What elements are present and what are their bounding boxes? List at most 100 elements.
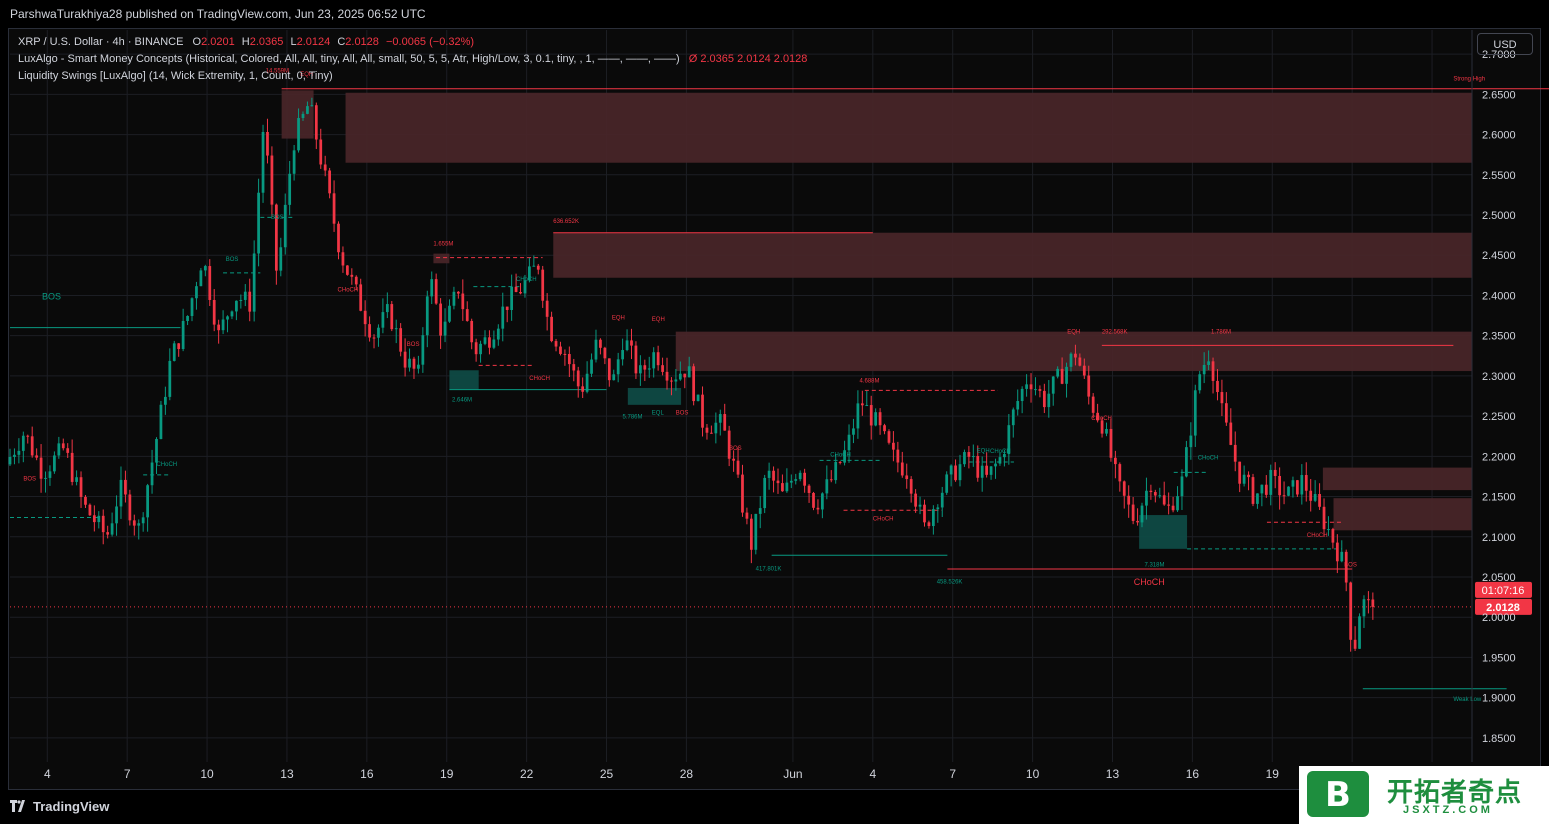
candle-body bbox=[994, 463, 997, 467]
candle-body bbox=[492, 339, 496, 348]
indicator-liquidity-name: Liquidity Swings [LuxAlgo] (14, Wick Ext… bbox=[18, 70, 333, 82]
candle-body bbox=[239, 299, 243, 301]
candle-body bbox=[528, 266, 531, 281]
chart-annotation: CHoCH bbox=[1134, 577, 1165, 587]
chart-annotation: CHoCH bbox=[338, 287, 359, 293]
candle-body bbox=[909, 479, 913, 494]
candle-body bbox=[1140, 505, 1144, 523]
candle-body bbox=[381, 312, 385, 328]
candle-body bbox=[834, 461, 838, 481]
candle-body bbox=[665, 371, 669, 381]
candle-body bbox=[8, 456, 12, 465]
candle-body bbox=[1340, 551, 1344, 562]
candle-body bbox=[954, 465, 957, 481]
candle-body bbox=[385, 304, 389, 313]
candle-body bbox=[479, 343, 482, 355]
candle-body bbox=[195, 286, 198, 299]
candle-body bbox=[1096, 412, 1099, 421]
candle-body bbox=[1251, 477, 1255, 504]
candle-body bbox=[1304, 475, 1308, 491]
candle-body bbox=[576, 370, 580, 387]
candle-body bbox=[212, 299, 216, 325]
currency-button[interactable]: USD bbox=[1477, 33, 1533, 55]
candle-body bbox=[603, 347, 607, 359]
candle-body bbox=[417, 364, 420, 369]
candle-body bbox=[408, 358, 411, 368]
candle-body bbox=[346, 265, 349, 275]
candle-body bbox=[674, 379, 678, 382]
candle-body bbox=[257, 192, 260, 254]
candle-body bbox=[372, 337, 376, 339]
candle-body bbox=[670, 380, 673, 382]
candle-body bbox=[616, 359, 620, 375]
candle-body bbox=[1100, 420, 1104, 434]
y-tick-label: 2.2500 bbox=[1482, 411, 1516, 423]
candle-body bbox=[79, 477, 83, 497]
demand-zone bbox=[449, 370, 479, 390]
candle-body bbox=[190, 298, 194, 316]
x-tick-label: 13 bbox=[1106, 767, 1120, 781]
chart-annotation: BOS bbox=[23, 476, 36, 482]
candle-body bbox=[421, 335, 425, 365]
candle-body bbox=[137, 523, 141, 526]
chart-annotation: CHoCH bbox=[156, 462, 177, 468]
indicator-smc-legend[interactable]: LuxAlgo - Smart Money Concepts (Historic… bbox=[18, 53, 807, 65]
chart-annotation: BOS bbox=[729, 446, 742, 452]
symbol-legend[interactable]: XRP / U.S. Dollar · 4h · BINANCE O2.0201… bbox=[18, 36, 474, 48]
chart-annotation: CHoCH bbox=[873, 517, 894, 523]
low-value: 2.0124 bbox=[296, 36, 331, 48]
candle-body bbox=[146, 485, 149, 518]
chart-annotation: 7.318M bbox=[1144, 563, 1164, 569]
candle-body bbox=[594, 339, 598, 360]
candle-body bbox=[825, 479, 829, 494]
candle-body bbox=[168, 360, 172, 397]
high-value: 2.0365 bbox=[249, 36, 284, 48]
candle-body bbox=[905, 475, 909, 480]
chart-zones bbox=[281, 90, 1472, 549]
candle-body bbox=[887, 431, 891, 443]
candle-body bbox=[115, 506, 118, 524]
candle-body bbox=[971, 456, 975, 458]
y-tick-label: 2.1000 bbox=[1482, 532, 1516, 544]
candle-body bbox=[163, 396, 167, 405]
candle-body bbox=[1367, 599, 1370, 601]
y-tick-label: 2.0000 bbox=[1482, 612, 1516, 624]
x-tick-label: 7 bbox=[124, 767, 131, 781]
candle-body bbox=[306, 106, 309, 114]
candle-body bbox=[918, 504, 922, 507]
candle-body bbox=[794, 479, 798, 481]
candle-body bbox=[443, 321, 447, 336]
last-price-badge bbox=[1475, 598, 1532, 615]
candle-body bbox=[687, 366, 691, 378]
candle-body bbox=[61, 443, 65, 449]
candle-body bbox=[221, 319, 225, 331]
candle-body bbox=[763, 477, 767, 509]
candle-body bbox=[1145, 490, 1148, 506]
candle-body bbox=[958, 464, 962, 481]
candle-body bbox=[1256, 493, 1259, 504]
candle-body bbox=[1162, 495, 1166, 505]
candle-body bbox=[1109, 428, 1113, 458]
candle-body bbox=[541, 269, 545, 301]
candle-body bbox=[949, 465, 953, 475]
candle-body bbox=[132, 520, 136, 526]
demand-zone bbox=[1139, 515, 1188, 549]
candle-body bbox=[727, 430, 731, 459]
candle-body bbox=[590, 359, 593, 374]
chart-annotation: 458.526K bbox=[937, 579, 963, 585]
candle-body bbox=[1025, 384, 1028, 389]
y-tick-label: 2.5000 bbox=[1482, 210, 1516, 222]
indicator-liquidity-legend[interactable]: Liquidity Swings [LuxAlgo] (14, Wick Ext… bbox=[18, 70, 333, 82]
candle-body bbox=[235, 300, 238, 312]
candle-body bbox=[900, 462, 904, 476]
candle-body bbox=[599, 339, 602, 348]
candle-body bbox=[332, 193, 336, 224]
chart-annotation: CHoCH bbox=[1307, 533, 1328, 539]
candle-body bbox=[1136, 520, 1139, 523]
candle-body bbox=[1247, 474, 1250, 478]
candle-body bbox=[732, 458, 735, 461]
candle-body bbox=[1242, 474, 1246, 484]
candle-body bbox=[1056, 368, 1060, 377]
candle-body bbox=[803, 472, 807, 486]
